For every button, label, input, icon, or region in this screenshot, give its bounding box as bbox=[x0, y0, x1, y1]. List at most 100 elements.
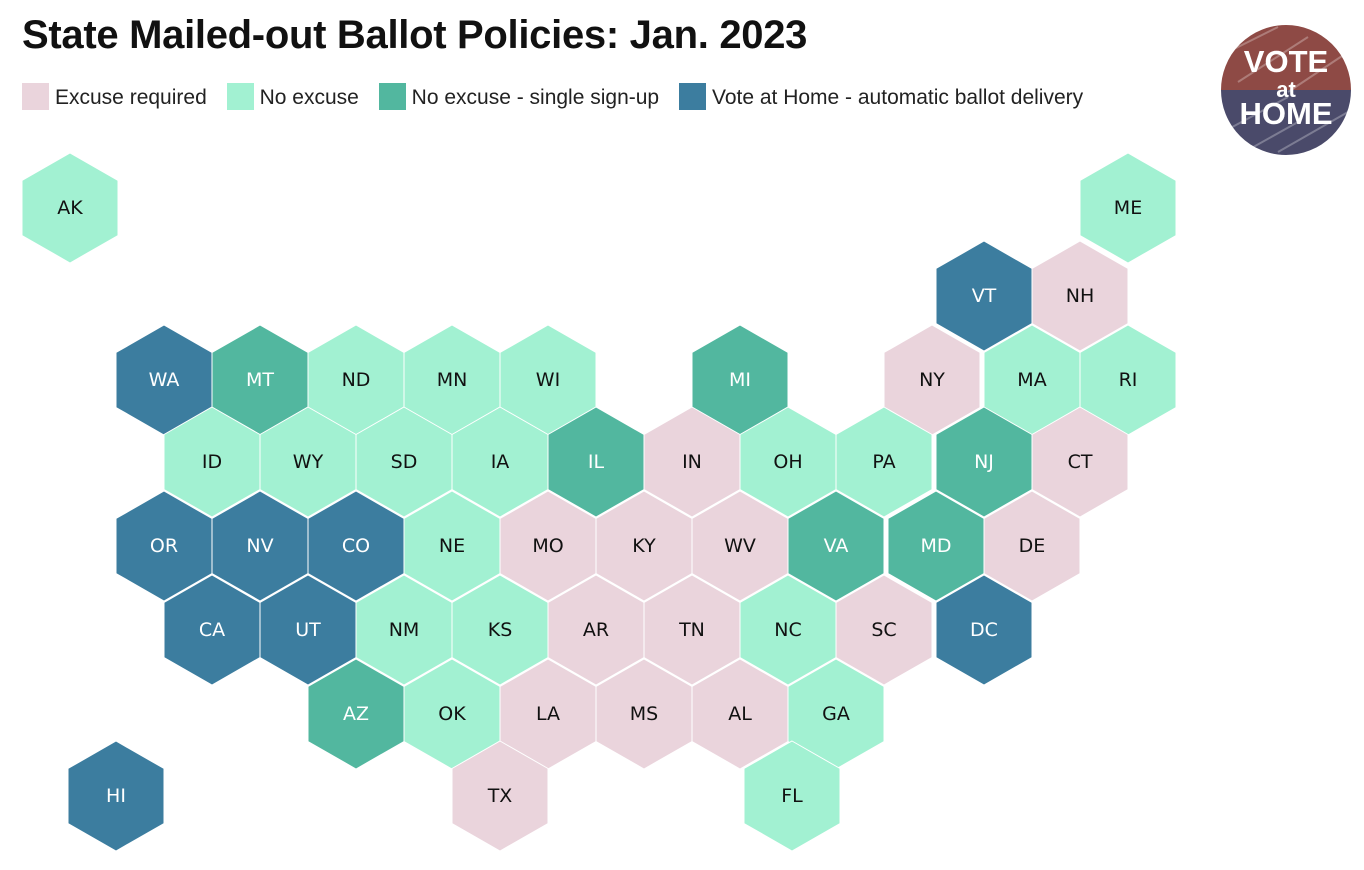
state-tile-wi: WI bbox=[499, 324, 597, 436]
state-tile-la: LA bbox=[499, 658, 597, 770]
state-label-mo: MO bbox=[532, 535, 563, 557]
state-tile-sc: SC bbox=[835, 574, 933, 686]
state-label-sd: SD bbox=[391, 451, 418, 473]
legend-item-single-signup: No excuse - single sign-up bbox=[378, 83, 660, 110]
state-label-va: VA bbox=[824, 535, 849, 557]
state-tile-pa: PA bbox=[835, 406, 933, 518]
state-label-in: IN bbox=[682, 451, 702, 473]
state-label-ut: UT bbox=[295, 619, 321, 641]
state-hex-pa bbox=[835, 406, 933, 518]
legend-swatch-vote-at-home bbox=[678, 83, 706, 110]
state-tile-ct: CT bbox=[1031, 406, 1129, 518]
logo-text-vote: VOTE bbox=[1244, 44, 1328, 79]
state-label-nc: NC bbox=[774, 619, 801, 641]
state-label-ok: OK bbox=[438, 703, 466, 725]
state-tile-ia: IA bbox=[451, 406, 549, 518]
legend-swatch-no-excuse bbox=[226, 83, 254, 110]
state-tile-nm: NM bbox=[355, 574, 453, 686]
legend-label-no-excuse: No excuse bbox=[259, 86, 359, 109]
logo-texture bbox=[1222, 26, 1349, 153]
state-hex-ct bbox=[1031, 406, 1129, 518]
state-tile-ny: NY bbox=[883, 324, 981, 436]
state-label-sc: SC bbox=[871, 619, 896, 641]
state-label-fl: FL bbox=[781, 785, 803, 807]
state-label-nv: NV bbox=[246, 535, 273, 557]
legend-label-single-signup: No excuse - single sign-up bbox=[411, 86, 660, 109]
state-hex-hi bbox=[67, 740, 165, 852]
state-tile-sd: SD bbox=[355, 406, 453, 518]
state-label-wa: WA bbox=[149, 369, 180, 391]
state-tile-wa: WA bbox=[115, 324, 213, 436]
state-tile-hi: HI bbox=[67, 740, 165, 852]
state-label-il: IL bbox=[588, 451, 605, 473]
state-tile-tx: TX bbox=[451, 740, 549, 852]
state-tile-ms: MS bbox=[595, 658, 693, 770]
state-tile-il: IL bbox=[547, 406, 645, 518]
legend-item-vote-at-home: Vote at Home - automatic ballot delivery bbox=[678, 83, 1084, 110]
page-title: State Mailed-out Ballot Policies: Jan. 2… bbox=[22, 13, 808, 57]
logo-text-at: at bbox=[1276, 77, 1296, 102]
state-label-dc: DC bbox=[970, 619, 998, 641]
state-tile-ks: KS bbox=[451, 574, 549, 686]
legend-label-excuse-required: Excuse required bbox=[55, 86, 207, 109]
state-tile-vt: VT bbox=[935, 240, 1033, 352]
state-tile-ok: OK bbox=[403, 658, 501, 770]
state-label-mi: MI bbox=[729, 369, 751, 391]
state-tile-nj: NJ bbox=[935, 406, 1033, 518]
legend-label-vote-at-home: Vote at Home - automatic ballot delivery bbox=[711, 86, 1084, 109]
state-label-al: AL bbox=[728, 703, 752, 725]
state-label-md: MD bbox=[920, 535, 951, 557]
state-tile-mi: MI bbox=[691, 324, 789, 436]
state-hex-tx bbox=[451, 740, 549, 852]
state-hex-fl bbox=[743, 740, 841, 852]
legend-swatch-single-signup bbox=[378, 83, 406, 110]
state-label-ne: NE bbox=[439, 535, 465, 557]
state-label-az: AZ bbox=[343, 703, 369, 725]
state-label-ks: KS bbox=[488, 619, 513, 641]
state-label-mn: MN bbox=[437, 369, 468, 391]
logo-text-home: HOME bbox=[1240, 96, 1333, 131]
state-label-pa: PA bbox=[872, 451, 895, 473]
state-tile-va: VA bbox=[787, 490, 885, 602]
state-label-co: CO bbox=[342, 535, 370, 557]
state-tile-ga: GA bbox=[787, 658, 885, 770]
state-label-ak: AK bbox=[57, 197, 83, 219]
state-hex-de bbox=[983, 490, 1081, 602]
state-label-ri: RI bbox=[1119, 369, 1138, 391]
state-label-id: ID bbox=[202, 451, 222, 473]
state-tile-de: DE bbox=[983, 490, 1081, 602]
state-tile-wv: WV bbox=[691, 490, 789, 602]
state-hex-sc bbox=[835, 574, 933, 686]
state-label-or: OR bbox=[150, 535, 178, 557]
state-label-wi: WI bbox=[536, 369, 560, 391]
state-tile-me: ME bbox=[1079, 152, 1177, 264]
state-label-wy: WY bbox=[293, 451, 324, 473]
state-label-oh: OH bbox=[773, 451, 802, 473]
state-label-ms: MS bbox=[630, 703, 658, 725]
vote-at-home-logo: VOTE at HOME bbox=[1219, 23, 1353, 157]
state-label-nh: NH bbox=[1066, 285, 1095, 307]
state-label-de: DE bbox=[1019, 535, 1046, 557]
state-tile-nh: NH bbox=[1031, 240, 1129, 352]
state-label-la: LA bbox=[536, 703, 560, 725]
state-tile-dc: DC bbox=[935, 574, 1033, 686]
state-tile-ca: CA bbox=[163, 574, 261, 686]
state-label-ga: GA bbox=[822, 703, 850, 725]
state-hex-me bbox=[1079, 152, 1177, 264]
state-label-nj: NJ bbox=[974, 451, 994, 473]
state-label-me: ME bbox=[1114, 197, 1142, 219]
state-hex-va bbox=[787, 490, 885, 602]
state-label-vt: VT bbox=[972, 285, 997, 307]
state-label-wv: WV bbox=[724, 535, 756, 557]
legend-swatch-excuse-required bbox=[22, 83, 49, 110]
state-tile-mn: MN bbox=[403, 324, 501, 436]
state-hex-nh bbox=[1031, 240, 1129, 352]
state-label-ca: CA bbox=[199, 619, 225, 641]
state-label-tn: TN bbox=[678, 619, 705, 641]
legend-item-excuse-required: Excuse required bbox=[22, 83, 207, 110]
state-label-tx: TX bbox=[487, 785, 513, 807]
state-label-ct: CT bbox=[1068, 451, 1093, 473]
state-hex-ak bbox=[21, 152, 119, 264]
state-tile-wy: WY bbox=[259, 406, 357, 518]
